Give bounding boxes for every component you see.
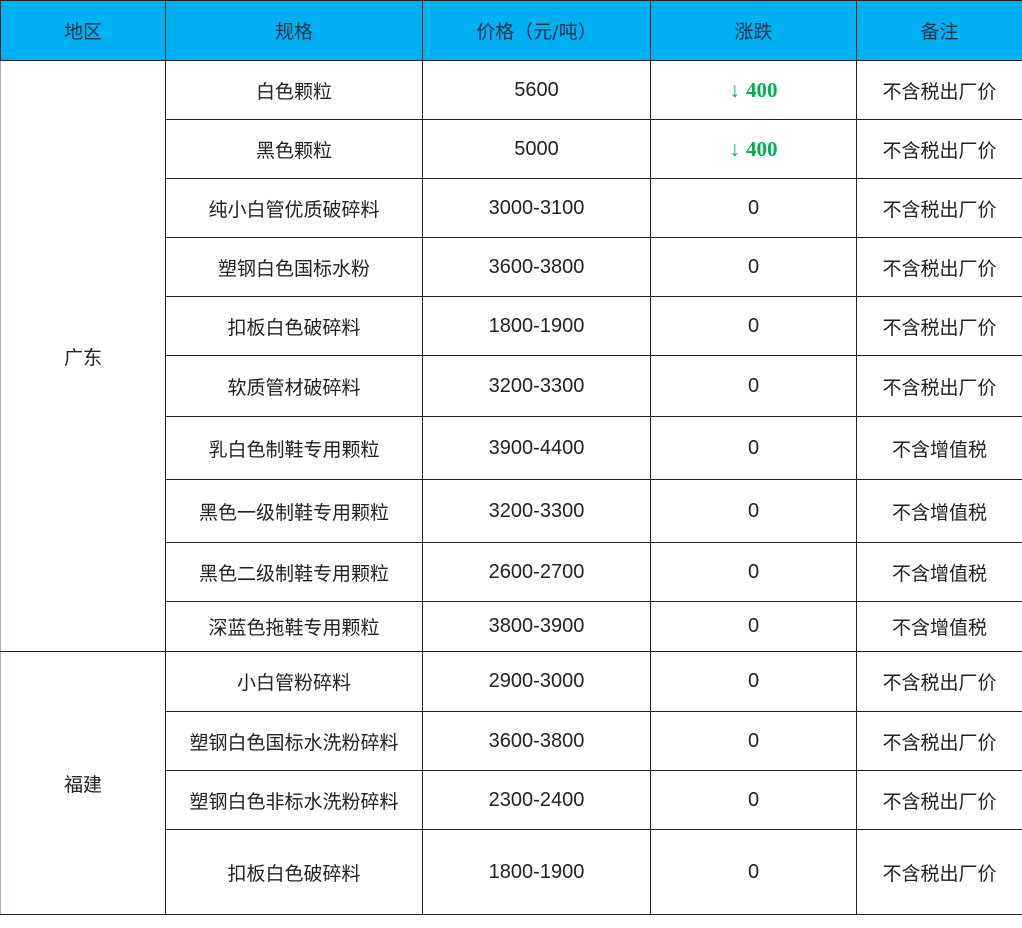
note-cell: 不含增值税 [856, 479, 1022, 543]
table-row: 扣板白色破碎料 1800-1900 0 不含税出厂价 [1, 296, 1022, 356]
change-cell: 0 [650, 601, 857, 652]
table-row: 深蓝色拖鞋专用颗粒 3800-3900 0 不含增值税 [1, 601, 1022, 652]
spec-cell: 纯小白管优质破碎料 [165, 178, 423, 238]
header-spec: 规格 [165, 0, 423, 61]
note-cell: 不含税出厂价 [856, 119, 1022, 179]
price-cell: 2600-2700 [422, 542, 651, 602]
note-cell: 不含税出厂价 [856, 651, 1022, 712]
note-cell: 不含税出厂价 [856, 60, 1022, 120]
change-cell: ↓ 400 [650, 119, 857, 179]
table-row: 塑钢白色国标水粉 3600-3800 0 不含税出厂价 [1, 237, 1022, 297]
spec-cell: 扣板白色破碎料 [165, 296, 423, 356]
region-cell: 广东 [0, 60, 166, 652]
spec-cell: 塑钢白色国标水洗粉碎料 [165, 711, 423, 771]
note-cell: 不含税出厂价 [856, 178, 1022, 238]
note-cell: 不含税出厂价 [856, 711, 1022, 771]
note-cell: 不含增值税 [856, 601, 1022, 652]
arrow-down-icon: ↓ [729, 136, 740, 161]
note-cell: 不含税出厂价 [856, 237, 1022, 297]
change-cell: 0 [650, 237, 857, 297]
spec-cell: 小白管粉碎料 [165, 651, 423, 712]
price-cell: 5000 [422, 119, 651, 179]
note-cell: 不含税出厂价 [856, 829, 1022, 915]
table-row: 塑钢白色非标水洗粉碎料 2300-2400 0 不含税出厂价 [1, 770, 1022, 830]
arrow-down-icon: ↓ [729, 77, 740, 102]
price-cell: 2300-2400 [422, 770, 651, 830]
change-cell: 0 [650, 296, 857, 356]
spec-cell: 白色颗粒 [165, 60, 423, 120]
region-cell: 福建 [0, 651, 166, 915]
price-cell: 3600-3800 [422, 711, 651, 771]
note-cell: 不含增值税 [856, 416, 1022, 480]
spec-cell: 乳白色制鞋专用颗粒 [165, 416, 423, 480]
price-cell: 2900-3000 [422, 651, 651, 712]
change-cell: 0 [650, 651, 857, 712]
table-row: 黑色颗粒 5000 ↓ 400 不含税出厂价 [1, 119, 1022, 179]
price-cell: 5600 [422, 60, 651, 120]
price-cell: 3600-3800 [422, 237, 651, 297]
change-cell: 0 [650, 542, 857, 602]
table-row: 软质管材破碎料 3200-3300 0 不含税出厂价 [1, 355, 1022, 417]
table-row: 广东 白色颗粒 5600 ↓ 400 不含税出厂价 [0, 60, 1022, 652]
header-note: 备注 [856, 0, 1022, 61]
change-cell: 0 [650, 355, 857, 417]
change-cell: 0 [650, 479, 857, 543]
spec-cell: 黑色二级制鞋专用颗粒 [165, 542, 423, 602]
table-row: 黑色二级制鞋专用颗粒 2600-2700 0 不含增值税 [1, 542, 1022, 602]
spec-cell: 塑钢白色非标水洗粉碎料 [165, 770, 423, 830]
table-row: 黑色一级制鞋专用颗粒 3200-3300 0 不含增值税 [1, 479, 1022, 543]
price-cell: 3200-3300 [422, 479, 651, 543]
note-cell: 不含税出厂价 [856, 296, 1022, 356]
table-row: 扣板白色破碎料 1800-1900 0 不含税出厂价 [1, 829, 1022, 915]
change-value: 400 [746, 136, 778, 161]
change-cell: 0 [650, 711, 857, 771]
header-change: 涨跌 [650, 0, 857, 61]
change-cell: ↓ 400 [650, 60, 857, 120]
change-cell: 0 [650, 416, 857, 480]
change-cell: 0 [650, 178, 857, 238]
price-cell: 3000-3100 [422, 178, 651, 238]
spec-cell: 黑色颗粒 [165, 119, 423, 179]
spec-cell: 黑色一级制鞋专用颗粒 [165, 479, 423, 543]
note-cell: 不含增值税 [856, 542, 1022, 602]
price-cell: 3800-3900 [422, 601, 651, 652]
price-cell: 3200-3300 [422, 355, 651, 417]
price-cell: 1800-1900 [422, 829, 651, 915]
header-row: 地区 规格 价格（元/吨） 涨跌 备注 [0, 0, 1022, 61]
price-cell: 1800-1900 [422, 296, 651, 356]
spec-cell: 深蓝色拖鞋专用颗粒 [165, 601, 423, 652]
note-cell: 不含税出厂价 [856, 770, 1022, 830]
header-region: 地区 [0, 0, 166, 61]
spec-cell: 扣板白色破碎料 [165, 829, 423, 915]
price-cell: 3900-4400 [422, 416, 651, 480]
spec-cell: 塑钢白色国标水粉 [165, 237, 423, 297]
header-price: 价格（元/吨） [422, 0, 651, 61]
change-cell: 0 [650, 770, 857, 830]
table-row: 福建 小白管粉碎料 2900-3000 0 不含税出厂价 [0, 651, 1022, 915]
note-cell: 不含税出厂价 [856, 355, 1022, 417]
change-value: 400 [746, 77, 778, 102]
change-cell: 0 [650, 829, 857, 915]
table-row: 纯小白管优质破碎料 3000-3100 0 不含税出厂价 [1, 178, 1022, 238]
spec-cell: 软质管材破碎料 [165, 355, 423, 417]
